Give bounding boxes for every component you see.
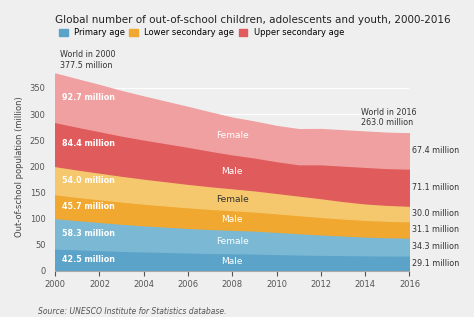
Legend: Primary age, Lower secondary age, Upper secondary age: Primary age, Lower secondary age, Upper …	[59, 29, 344, 37]
Text: 54.0 million: 54.0 million	[62, 176, 115, 184]
Text: Source: UNESCO Institute for Statistics database.: Source: UNESCO Institute for Statistics …	[38, 307, 227, 316]
Text: 58.3 million: 58.3 million	[62, 229, 115, 238]
Text: Male: Male	[221, 257, 243, 266]
Text: 71.1 million: 71.1 million	[411, 183, 459, 191]
Text: Male: Male	[221, 215, 243, 224]
Text: Female: Female	[216, 132, 249, 140]
Text: 45.7 million: 45.7 million	[62, 202, 115, 210]
Text: 30.0 million: 30.0 million	[411, 209, 459, 218]
Y-axis label: Out-of-school population (million): Out-of-school population (million)	[15, 96, 24, 236]
Text: 42.5 million: 42.5 million	[62, 255, 115, 264]
Text: 92.7 million: 92.7 million	[62, 93, 115, 102]
Text: 34.3 million: 34.3 million	[411, 242, 459, 251]
Text: 84.4 million: 84.4 million	[62, 139, 115, 148]
Text: Female: Female	[216, 195, 249, 204]
Text: Male: Male	[221, 167, 243, 176]
Text: Global number of out-of-school children, adolescents and youth, 2000-2016: Global number of out-of-school children,…	[55, 15, 451, 25]
Text: World in 2000
377.5 million: World in 2000 377.5 million	[60, 50, 115, 70]
Text: Female: Female	[216, 237, 249, 246]
Text: 67.4 million: 67.4 million	[411, 146, 459, 155]
Text: 29.1 million: 29.1 million	[411, 258, 459, 268]
Text: World in 2016
263.0 million: World in 2016 263.0 million	[361, 108, 416, 127]
Text: 31.1 million: 31.1 million	[411, 225, 459, 234]
